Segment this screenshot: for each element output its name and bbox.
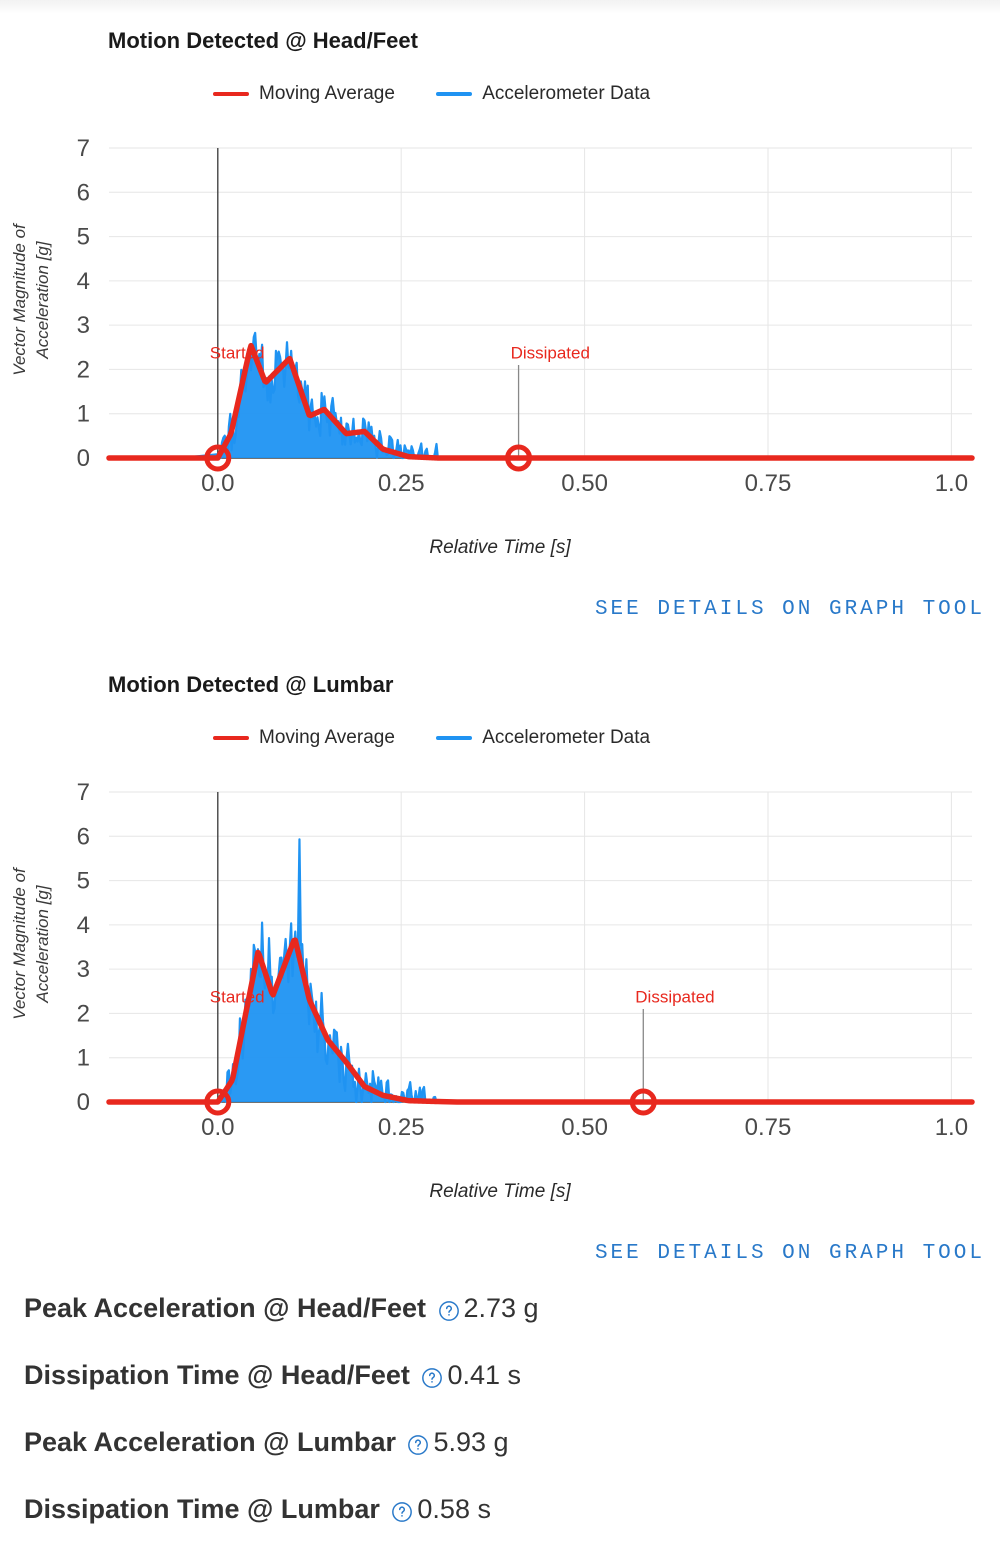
svg-text:6: 6 [77,823,90,850]
svg-text:7: 7 [77,779,90,806]
svg-text:5: 5 [77,868,90,895]
svg-text:4: 4 [77,268,90,295]
svg-text:0.0: 0.0 [201,470,234,497]
svg-text:0: 0 [77,445,90,472]
svg-text:0.50: 0.50 [561,470,608,497]
svg-text:0.75: 0.75 [745,1114,792,1141]
svg-text:0.75: 0.75 [745,470,792,497]
svg-text:1: 1 [77,401,90,428]
svg-text:1.0: 1.0 [935,1114,968,1141]
svg-text:Dissipated: Dissipated [511,343,590,362]
svg-text:6: 6 [77,179,90,206]
svg-text:5: 5 [77,224,90,251]
svg-text:7: 7 [77,135,90,162]
svg-text:2: 2 [77,356,90,383]
svg-text:1.0: 1.0 [935,470,968,497]
svg-text:0: 0 [77,1089,90,1116]
svg-text:0.25: 0.25 [378,470,425,497]
svg-text:Dissipated: Dissipated [635,987,714,1006]
svg-text:0.0: 0.0 [201,1114,234,1141]
svg-text:3: 3 [77,312,90,339]
svg-text:Started: Started [210,343,265,362]
svg-text:3: 3 [77,956,90,983]
svg-text:2: 2 [77,1000,90,1027]
svg-text:1: 1 [77,1045,90,1072]
svg-text:0.50: 0.50 [561,1114,608,1141]
svg-text:0.25: 0.25 [378,1114,425,1141]
svg-text:Started: Started [210,987,265,1006]
svg-text:4: 4 [77,912,90,939]
